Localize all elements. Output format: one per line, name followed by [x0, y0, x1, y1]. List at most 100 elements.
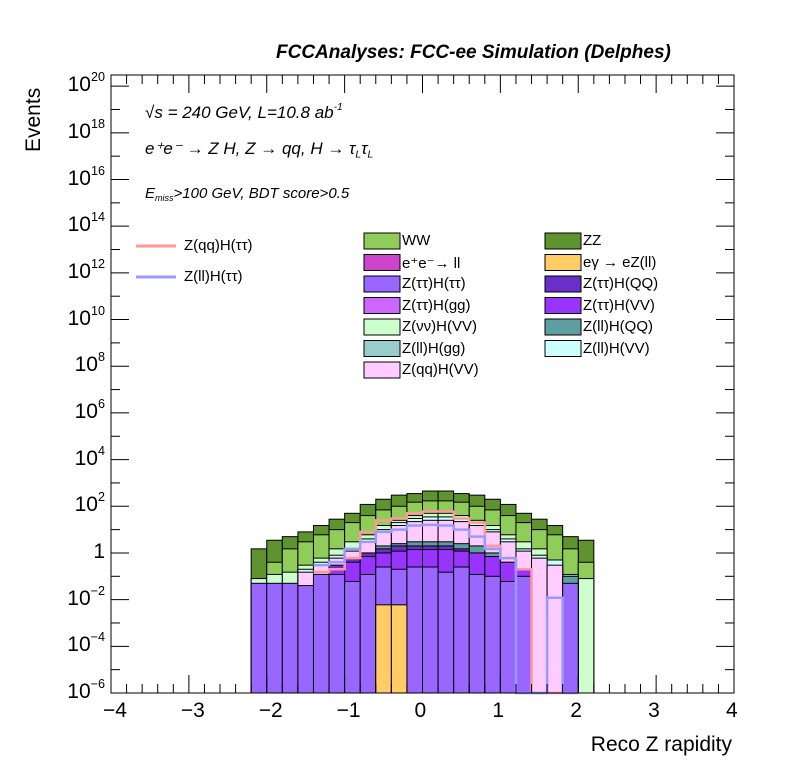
- y-tick-base: 10: [67, 119, 91, 143]
- legend-label: Z(ττ)H(VV): [583, 296, 655, 314]
- y-tick-exponent: 2: [97, 490, 105, 505]
- legend-swatch: [363, 275, 401, 293]
- annotation-selection: Emiss>100 GeV, BDT score>0.5: [145, 185, 350, 204]
- y-tick-exponent: −6: [90, 676, 105, 691]
- annotation-emiss: E: [145, 185, 156, 202]
- y-tick-base: 1: [93, 539, 105, 563]
- y-tick-exponent: 18: [90, 116, 105, 131]
- legend-swatch: [544, 232, 582, 250]
- y-tick-label: 1: [93, 540, 105, 564]
- y-axis-label: Events: [22, 87, 45, 152]
- legend-swatch: [363, 297, 401, 314]
- histogram-bar-10-12: [437, 571, 455, 694]
- legend-label: e⁺e⁻→ ll: [402, 254, 461, 272]
- legend-swatch: [363, 318, 401, 336]
- histogram-bar-12-9: [390, 604, 408, 694]
- y-tick-label: 10−2: [67, 583, 105, 611]
- y-tick-label: 106: [74, 396, 105, 424]
- legend-label: Z(ll)H(gg): [402, 339, 466, 357]
- y-tick-label: 1020: [67, 71, 105, 97]
- legend-swatch: [544, 297, 582, 314]
- legend-swatch: [544, 275, 582, 293]
- x-tick-label: 0: [414, 699, 427, 722]
- annotation-sqrt-s: √s: [145, 103, 163, 122]
- y-tick-base: 10: [67, 73, 91, 97]
- x-axis-label: Reco Z rapidity: [590, 733, 732, 756]
- annotation-energy-lumi: √s = 240 GeV, L=10.8 ab-1: [145, 101, 343, 123]
- legend-label: Z(ττ)H(QQ): [583, 275, 659, 292]
- y-tick-base: 10: [74, 399, 98, 423]
- histogram-bar-10-3: [297, 585, 314, 694]
- histogram-bar-4-18: [531, 557, 548, 694]
- x-tick-label: −4: [103, 699, 127, 722]
- legend-swatch: [363, 232, 401, 250]
- annotation-lumi-exp: -1: [333, 101, 343, 113]
- y-tick-label: 102: [75, 490, 105, 517]
- annotation-selection-text: >100 GeV, BDT score>0.5: [173, 185, 350, 202]
- legend-swatch: [363, 361, 401, 379]
- y-tick-exponent: 12: [90, 256, 105, 271]
- y-tick-exponent: 4: [97, 443, 105, 458]
- y-tick-exponent: −2: [90, 583, 105, 598]
- annotation-process-text: e⁺e⁻ → Z H, Z → qq, H → τ: [145, 139, 356, 158]
- histogram-bar-10-16: [499, 580, 517, 694]
- y-tick-label: 10−6: [67, 676, 105, 704]
- y-tick-exponent: 10: [90, 303, 105, 318]
- annotation-emiss-sub: miss: [155, 193, 174, 204]
- annotation-process: e⁺e⁻ → Z H, Z → qq, H → τLτL: [145, 139, 374, 161]
- legend-line-label: Z(ll)H(ττ): [184, 268, 243, 285]
- histogram-bar-10-20: [562, 582, 579, 694]
- legend-label: Z(ττ)H(gg): [402, 296, 471, 314]
- histogram-bar-10-1: [266, 582, 283, 694]
- histogram-bar-10-15: [484, 575, 501, 694]
- histogram-bar-2-21: [577, 578, 595, 694]
- y-tick-label: 108: [74, 350, 105, 377]
- y-tick-exponent: −4: [90, 630, 105, 645]
- y-tick-exponent: 14: [90, 210, 105, 225]
- histogram-bar-10-7: [359, 573, 377, 694]
- y-tick-base: 10: [74, 353, 98, 377]
- y-tick-exponent: 16: [90, 163, 105, 178]
- histogram-bar-10-11: [422, 566, 439, 694]
- y-tick-label: 1012: [68, 256, 105, 284]
- legend-swatch: [363, 254, 401, 271]
- x-tick-label: −2: [258, 699, 283, 722]
- annotation-lumi: = 240 GeV, L=10.8 ab: [162, 103, 334, 122]
- legend-label: Z(νν)H(VV): [402, 318, 477, 335]
- annotation-process-sub1: L: [355, 149, 362, 161]
- y-tick-label: 1014: [67, 210, 105, 237]
- legend-label: Z(ll)H(VV): [583, 339, 650, 357]
- x-tick-label: 3: [648, 699, 660, 722]
- histogram-bar-10-14: [468, 573, 486, 694]
- legend-swatch: [363, 340, 401, 357]
- y-tick-label: 1016: [68, 164, 105, 191]
- legend-swatch: [544, 254, 582, 271]
- x-tick-label: 1: [492, 699, 505, 722]
- histogram-bar-10-13: [453, 566, 470, 694]
- annotation-process-sub2: L: [367, 149, 374, 161]
- x-tick-label: −3: [180, 699, 205, 722]
- legend-label: Z(ll)H(QQ): [583, 318, 653, 335]
- legend-line-label: Z(qq)H(ττ): [184, 237, 253, 254]
- y-tick-base: 10: [67, 586, 91, 610]
- legend-label: Z(ττ)H(ττ): [402, 275, 466, 292]
- y-tick-base: 10: [67, 213, 91, 237]
- y-tick-base: 10: [67, 680, 91, 703]
- histogram-bar-10-4: [312, 573, 330, 694]
- histogram-bar-4-19: [546, 564, 564, 694]
- y-tick-label: 1010: [67, 304, 105, 331]
- histogram-bar-10-17: [515, 575, 533, 694]
- y-tick-base: 10: [74, 446, 98, 470]
- histogram-bar-10-5: [328, 573, 346, 694]
- chart-title: FCCAnalyses: FCC-ee Simulation (Delphes): [276, 42, 671, 63]
- y-tick-base: 10: [67, 306, 91, 330]
- legend-swatch: [544, 340, 582, 357]
- x-tick-label: 4: [726, 699, 738, 722]
- y-tick-label: 1018: [67, 116, 105, 144]
- y-tick-exponent: 8: [97, 350, 105, 365]
- histogram-bar-12-8: [375, 604, 392, 694]
- y-tick-exponent: 6: [97, 396, 105, 411]
- x-tick-label: 2: [570, 699, 582, 722]
